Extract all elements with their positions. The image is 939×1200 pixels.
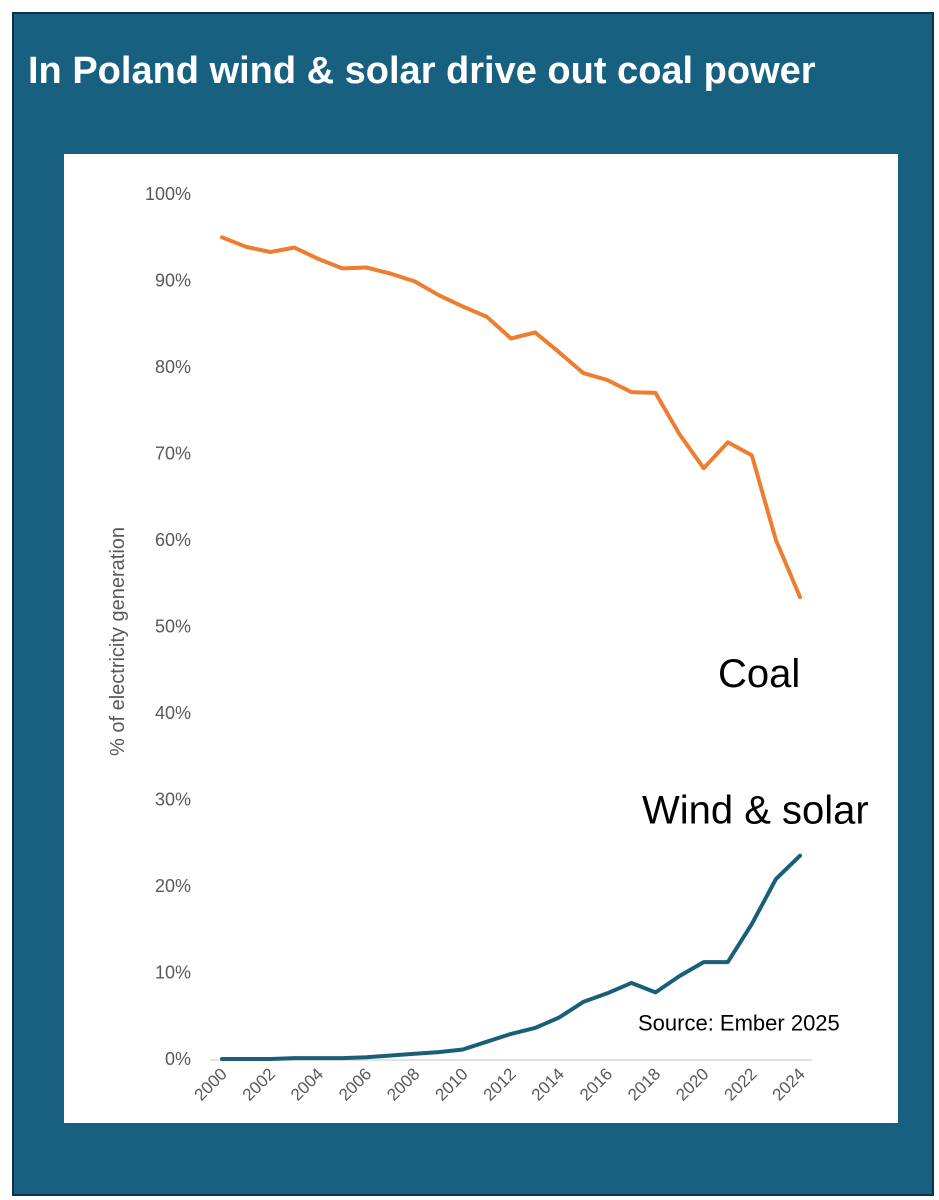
x-tick-label: 2000 [191, 1064, 231, 1104]
x-tick-label: 2022 [720, 1064, 760, 1104]
plot-panel: 0% 10% 20% 30% 40% 50% 60% 70% 80% 90% 100% 2000 20… [64, 154, 898, 1123]
series-label-wind-solar: Wind & solar [642, 789, 869, 833]
y-axis-label: % of electricity generation [107, 527, 129, 756]
x-tick-label: 2020 [672, 1064, 712, 1104]
x-tick-label: 2014 [528, 1064, 568, 1104]
x-tick-label: 2024 [769, 1064, 809, 1104]
y-tick-label: 50% [155, 617, 191, 637]
x-tick-label: 2002 [239, 1064, 279, 1104]
y-tick-label: 20% [155, 876, 191, 896]
series-lines [220, 235, 802, 1061]
y-tick-label: 90% [155, 271, 191, 291]
source-note: Source: Ember 2025 [638, 1010, 840, 1035]
y-axis: 0% 10% 20% 30% 40% 50% 60% 70% 80% 90% 100% [145, 184, 191, 1069]
y-tick-label: 40% [155, 703, 191, 723]
chart-frame: In Poland wind & solar drive out coal po… [12, 12, 934, 1196]
y-tick-label: 80% [155, 357, 191, 377]
y-tick-label: 70% [155, 444, 191, 464]
y-tick-label: 60% [155, 530, 191, 550]
y-tick-label: 0% [165, 1049, 191, 1069]
y-tick-label: 30% [155, 790, 191, 810]
y-tick-label: 10% [155, 963, 191, 983]
series-line-coal [220, 235, 802, 600]
line-chart: 0%10%20%30%40%50%60%70%80%90%100% 2000 20… [107, 184, 869, 1105]
y-tick-label: 100% [145, 184, 191, 204]
x-tick-label: 2012 [480, 1064, 520, 1104]
x-tick-label: 2018 [624, 1064, 664, 1104]
x-tick-label: 2006 [335, 1064, 375, 1104]
x-tick-label: 2010 [431, 1064, 471, 1104]
x-axis: 2000 2002 2004 2006 2008 2010 2012 2014 2016 2018… [191, 1064, 809, 1104]
x-tick-label: 2008 [383, 1064, 423, 1104]
series-line-wind-solar [220, 853, 802, 1061]
series-label-coal: Coal [718, 652, 800, 696]
x-tick-label: 2016 [576, 1064, 616, 1104]
x-tick-label: 2004 [287, 1064, 327, 1104]
chart-title: In Poland wind & solar drive out coal po… [28, 50, 816, 92]
